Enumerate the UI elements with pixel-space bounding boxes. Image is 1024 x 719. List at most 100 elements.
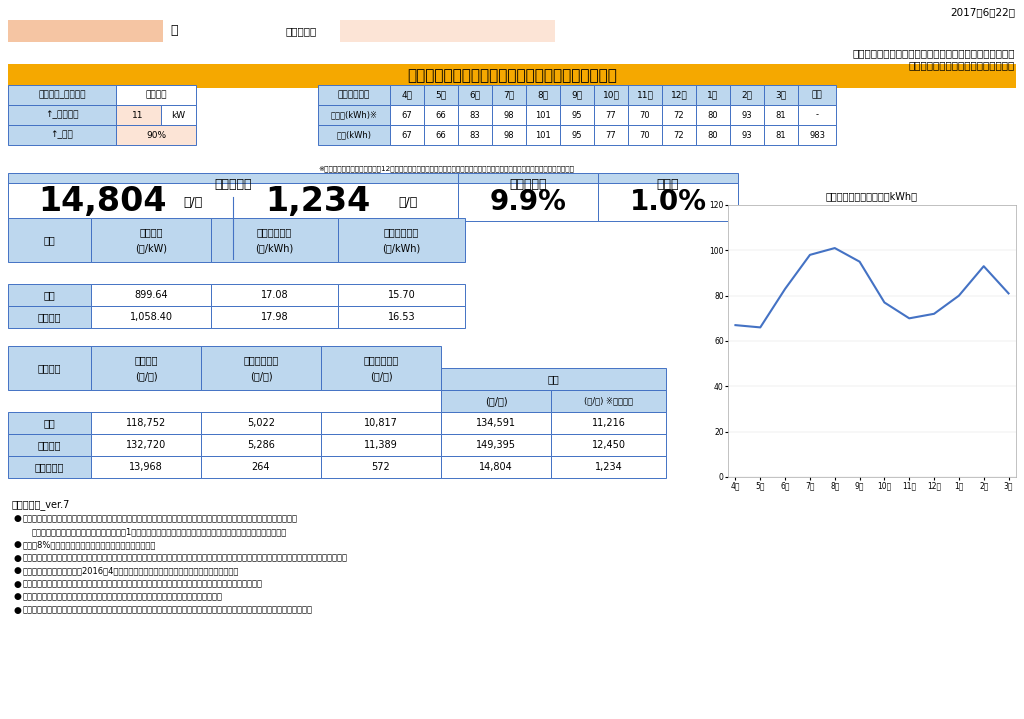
Text: 11: 11	[132, 111, 143, 119]
Text: 4月: 4月	[401, 91, 413, 99]
Bar	[598, 183, 738, 221]
Text: 67: 67	[401, 131, 413, 139]
Text: 72: 72	[674, 131, 684, 139]
Text: 66: 66	[435, 111, 446, 119]
Bar	[764, 85, 798, 105]
Text: 円/月: 円/月	[398, 196, 418, 209]
Text: 118,752: 118,752	[126, 418, 166, 428]
Text: ↑_力率: ↑_力率	[50, 131, 74, 139]
Bar	[8, 346, 91, 390]
Text: (円/kWh): (円/kWh)	[382, 243, 421, 252]
Bar	[8, 85, 116, 105]
Text: (円/年): (円/年)	[135, 371, 158, 380]
Text: ●: ●	[13, 567, 20, 575]
Text: 572: 572	[372, 462, 390, 472]
Bar	[390, 105, 424, 125]
Bar	[8, 434, 91, 456]
Text: 当社: 当社	[44, 418, 55, 428]
Bar	[594, 105, 628, 125]
Text: 77: 77	[605, 131, 616, 139]
Bar	[318, 125, 390, 145]
Bar	[8, 125, 116, 145]
Text: 66: 66	[435, 131, 446, 139]
Text: 81: 81	[776, 131, 786, 139]
Bar	[424, 125, 458, 145]
Bar	[8, 64, 1016, 88]
Bar	[798, 85, 836, 105]
Bar	[551, 434, 666, 456]
Bar	[441, 434, 551, 456]
Bar	[696, 85, 730, 105]
Text: (円/月) ※通年平均: (円/月) ※通年平均	[584, 396, 633, 406]
Bar	[662, 85, 696, 105]
Bar	[730, 105, 764, 125]
Text: 16.53: 16.53	[388, 312, 416, 322]
Text: 基本料金: 基本料金	[134, 355, 158, 365]
Text: 98: 98	[504, 131, 514, 139]
Text: (円/kWh): (円/kWh)	[255, 243, 294, 252]
Text: ●: ●	[13, 541, 20, 549]
Text: 264: 264	[252, 462, 270, 472]
Text: 電気料金シミュレーション＿近畿エリア＿低圧電力: 電気料金シミュレーション＿近畿エリア＿低圧電力	[408, 68, 616, 83]
Bar	[201, 346, 321, 390]
Text: 95: 95	[571, 111, 583, 119]
Bar	[458, 173, 598, 197]
Text: ご注意事項_ver.7: ご注意事項_ver.7	[12, 500, 71, 510]
Text: 供給開始後は再生可能エネルギー発電促進賦課金・燃料費調整額を加味してご請求いたします。（算定式は関西電力と同一です）: 供給開始後は再生可能エネルギー発電促進賦課金・燃料費調整額を加味してご請求いたし…	[23, 605, 313, 615]
Text: ●: ●	[13, 515, 20, 523]
Text: 83: 83	[470, 131, 480, 139]
Bar	[338, 284, 465, 306]
Text: 134,591: 134,591	[476, 418, 516, 428]
Text: 5月: 5月	[435, 91, 446, 99]
Text: (円/年): (円/年)	[484, 396, 507, 406]
Text: 80: 80	[708, 131, 718, 139]
Text: 93: 93	[741, 111, 753, 119]
Bar	[560, 125, 594, 145]
Text: 12月: 12月	[671, 91, 687, 99]
Text: (円/年): (円/年)	[370, 371, 392, 380]
Bar	[798, 125, 836, 145]
Bar	[594, 125, 628, 145]
Bar	[390, 125, 424, 145]
Bar	[696, 125, 730, 145]
Text: 1.0%: 1.0%	[630, 188, 707, 216]
Text: 983: 983	[809, 131, 825, 139]
Bar	[211, 306, 338, 328]
Text: 1,234: 1,234	[265, 186, 371, 219]
Text: 試算結果には再生可能エネルギー発電促進賦課金・燃料費調整額は含まれておりません。: 試算結果には再生可能エネルギー発電促進賦課金・燃料費調整額は含まれておりません。	[23, 592, 223, 602]
Bar	[458, 85, 492, 105]
Text: 101: 101	[536, 111, 551, 119]
Text: 93: 93	[741, 131, 753, 139]
Text: 1月: 1月	[708, 91, 719, 99]
Bar	[798, 105, 836, 125]
Bar	[492, 85, 526, 105]
Text: 供給開始日はお申込み後、2016年4月以降の最初の関西電力の検針日を予定しております。: 供給開始日はお申込み後、2016年4月以降の最初の関西電力の検針日を予定しており…	[23, 567, 240, 575]
Bar	[8, 173, 458, 197]
Title: 月々の推定使用電力量（kWh）: 月々の推定使用電力量（kWh）	[826, 191, 918, 201]
Bar	[551, 456, 666, 478]
Bar	[8, 20, 163, 42]
Text: 夏季従量料金: 夏季従量料金	[244, 355, 279, 365]
Bar	[764, 105, 798, 125]
Bar	[91, 218, 211, 262]
Text: 14,804: 14,804	[39, 186, 167, 219]
Text: 101: 101	[536, 131, 551, 139]
Text: イーレックス・スパーク・エリアマーケティング株式会社: イーレックス・スパーク・エリアマーケティング株式会社	[853, 48, 1015, 58]
Text: 円/年: 円/年	[183, 196, 203, 209]
Text: 当社は力率割引または力率割増を適用しておりませんが、関西電力の基本料金には力率割引または力率割増が適用されているものがございます。: 当社は力率割引または力率割増を適用しておりませんが、関西電力の基本料金には力率割…	[23, 554, 348, 562]
Bar	[551, 412, 666, 434]
Text: 1,058.40: 1,058.40	[129, 312, 172, 322]
Bar	[340, 20, 555, 42]
Text: 基本料金: 基本料金	[139, 227, 163, 237]
Bar	[211, 284, 338, 306]
Text: 95: 95	[571, 131, 583, 139]
Text: 77: 77	[605, 111, 616, 119]
Text: 6月: 6月	[469, 91, 480, 99]
Text: 5,286: 5,286	[247, 440, 274, 450]
Bar	[321, 412, 441, 434]
Text: -: -	[815, 111, 818, 119]
Bar	[441, 456, 551, 478]
Text: ご使用場所: ご使用場所	[285, 26, 316, 36]
Text: ↑_契約電力: ↑_契約電力	[45, 111, 79, 119]
Bar	[492, 105, 526, 125]
